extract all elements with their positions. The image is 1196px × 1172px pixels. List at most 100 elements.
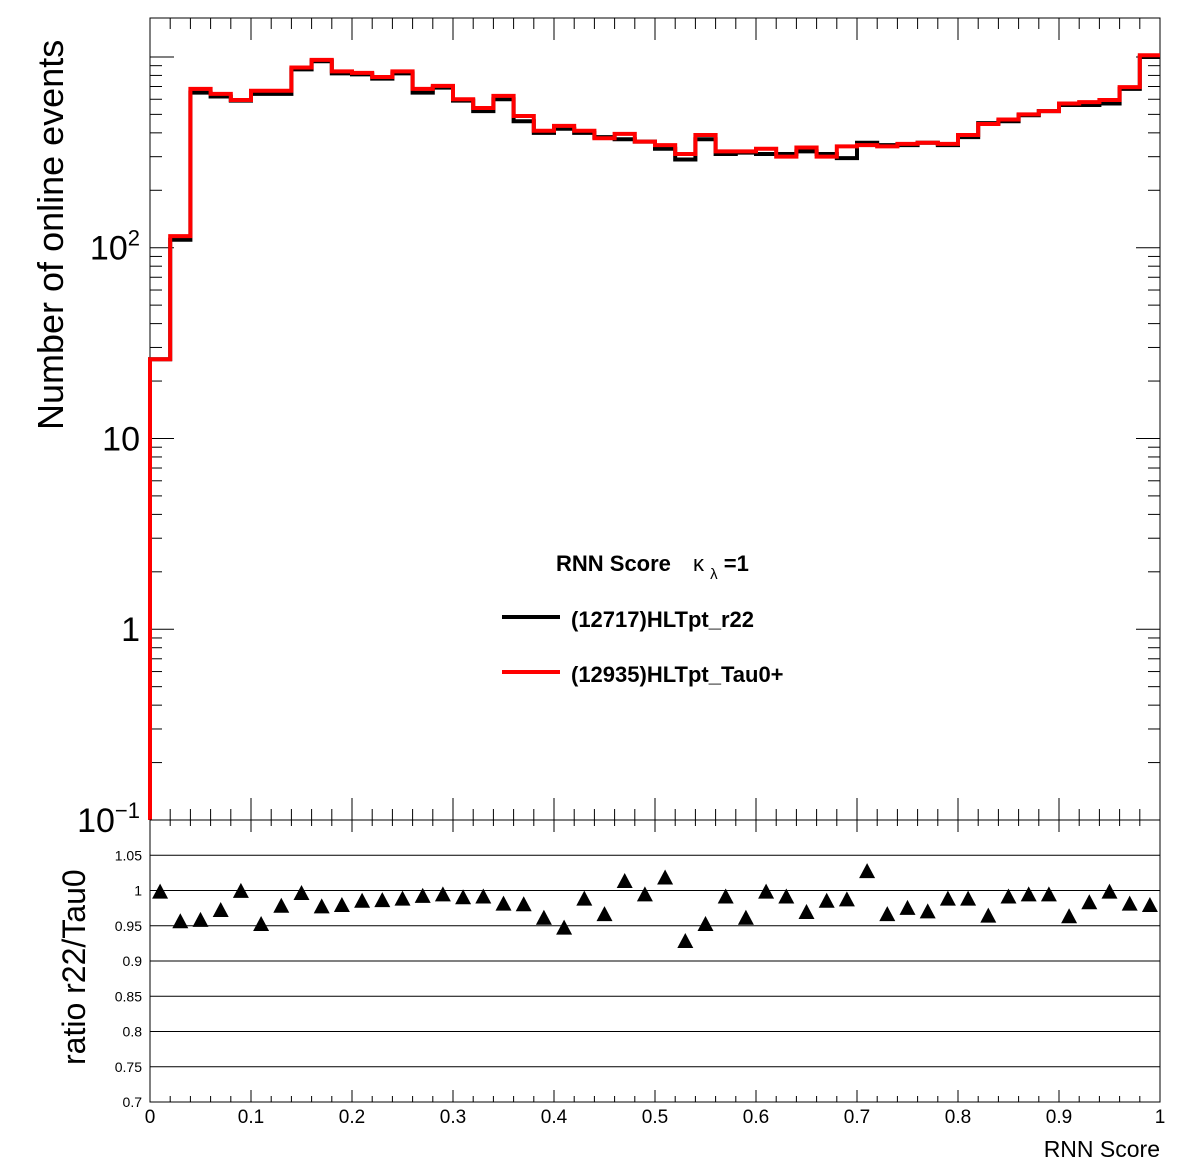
bottom-x-tick-label: 0.3 (440, 1107, 466, 1128)
top-y-tick-label-base: 10 (77, 802, 115, 840)
legend: RNN Score κ λ =1 (12717)HLTpt_r22 (12935… (502, 551, 784, 687)
legend-title-text: RNN Score (556, 551, 671, 576)
ratio-marker (475, 888, 492, 904)
bottom-x-tick-label: 0.5 (642, 1107, 668, 1128)
legend-title-suffix: =1 (724, 551, 749, 576)
ratio-marker (515, 896, 532, 912)
bottom-x-tick-label: 0 (145, 1107, 156, 1128)
ratio-marker (919, 903, 936, 919)
ratio-marker (717, 888, 734, 904)
ratio-marker (697, 916, 714, 932)
ratio-marker (1040, 886, 1057, 902)
ratio-marker (495, 895, 512, 911)
bottom-y-tick-label: 0.7 (123, 1094, 143, 1110)
bottom-y-ticks: 0.7 0.75 0.8 0.85 0.9 0.95 1 1.05 (115, 847, 142, 1110)
bottom-x-tick-label: 0.1 (238, 1107, 264, 1128)
ratio-marker (535, 909, 552, 925)
ratio-marker (253, 916, 270, 932)
ratio-marker (596, 906, 613, 922)
ratio-marker (1141, 897, 1158, 913)
ratio-marker (636, 886, 653, 902)
top-y-tick-label: 1 (121, 611, 140, 649)
bottom-x-tick-label: 0.6 (743, 1107, 769, 1128)
top-y-axis-title: Number of online events (30, 40, 71, 430)
series-line-r22 (148, 54, 1160, 820)
ratio-markers (152, 863, 1158, 948)
ratio-marker (354, 892, 371, 908)
legend-title: RNN Score κ λ =1 (556, 551, 749, 584)
ratio-marker (1101, 883, 1118, 899)
top-y-tick-label: 102 (90, 226, 140, 268)
ratio-marker (1121, 895, 1138, 911)
ratio-marker (818, 892, 835, 908)
bottom-y-tick-label: 0.75 (115, 1059, 142, 1075)
bottom-x-ticks: 0 0.1 0.2 0.3 0.4 0.5 0.6 0.7 0.8 0.9 1 (145, 820, 1166, 1128)
bottom-y-tick-label: 0.8 (123, 1024, 143, 1040)
ratio-marker (556, 919, 573, 935)
ratio-marker (152, 883, 169, 899)
bottom-y-tick-label: 1.05 (115, 847, 142, 863)
ratio-marker (1061, 908, 1078, 924)
ratio-marker (293, 885, 310, 901)
bottom-x-tick-label: 0.2 (339, 1107, 365, 1128)
ratio-marker (172, 913, 189, 929)
bottom-x-axis-title: RNN Score (1044, 1136, 1160, 1162)
bottom-y-tick-label: 0.95 (115, 918, 142, 934)
bottom-grid (150, 854, 1160, 1103)
bottom-y-axis-title: ratio r22/Tau0 (56, 869, 92, 1065)
ratio-marker (939, 890, 956, 906)
top-plot-frame (149, 17, 1161, 821)
ratio-marker (374, 892, 391, 908)
top-x-ticks (149, 18, 1161, 820)
ratio-marker (434, 886, 451, 902)
ratio-marker (1000, 888, 1017, 904)
top-y-tick-label-exponent: −1 (115, 798, 140, 823)
bottom-y-tick-label: 0.85 (115, 988, 142, 1004)
ratio-marker (859, 863, 876, 879)
ratio-marker (980, 907, 997, 923)
bottom-panel: 0 0.1 0.2 0.3 0.4 0.5 0.6 0.7 0.8 0.9 1 0.7 0.75 0.8… (56, 819, 1166, 1162)
bottom-x-tick-label: 0.4 (541, 1107, 568, 1128)
ratio-marker (576, 890, 593, 906)
ratio-marker (879, 906, 896, 922)
ratio-marker (899, 899, 916, 915)
ratio-marker (758, 883, 775, 899)
bottom-y-tick-label: 1 (134, 883, 142, 899)
ratio-marker (333, 897, 350, 913)
top-y-tick-label: 10−1 (77, 798, 140, 840)
ratio-marker (616, 873, 633, 889)
ratio-marker (192, 911, 209, 927)
ratio-marker (1081, 894, 1098, 910)
top-y-tick-label-base: 1 (121, 611, 140, 649)
top-y-tick-label-base: 10 (90, 230, 128, 268)
top-y-tick-label: 10 (102, 420, 140, 458)
ratio-marker (313, 898, 330, 914)
bottom-x-tick-label: 0.9 (1046, 1107, 1072, 1128)
ratio-marker (273, 897, 290, 913)
legend-label-tau0: (12935)HLTpt_Tau0+ (571, 662, 784, 687)
bottom-x-tick-label: 0.8 (945, 1107, 971, 1128)
ratio-marker (212, 901, 229, 917)
ratio-marker (960, 890, 977, 906)
top-y-tick-label-base: 10 (102, 420, 140, 458)
top-series-group (148, 53, 1160, 820)
top-y-tick-label-exponent: 2 (128, 226, 140, 251)
ratio-marker (232, 882, 249, 898)
ratio-marker (657, 869, 674, 885)
ratio-marker (1020, 886, 1037, 902)
bottom-x-tick-label: 1 (1155, 1107, 1166, 1128)
top-y-ticks (150, 56, 1160, 821)
ratio-marker (778, 888, 795, 904)
series-line-tau0 (148, 53, 1160, 820)
ratio-marker (737, 909, 754, 925)
ratio-marker (455, 889, 472, 905)
ratio-marker (798, 904, 815, 920)
bottom-y-tick-label: 0.9 (123, 953, 143, 969)
ratio-marker (838, 891, 855, 907)
ratio-marker (677, 932, 694, 948)
legend-title-lambda: λ (710, 566, 718, 583)
legend-label-r22: (12717)HLTpt_r22 (571, 607, 754, 632)
bottom-x-tick-label: 0.7 (844, 1107, 870, 1128)
